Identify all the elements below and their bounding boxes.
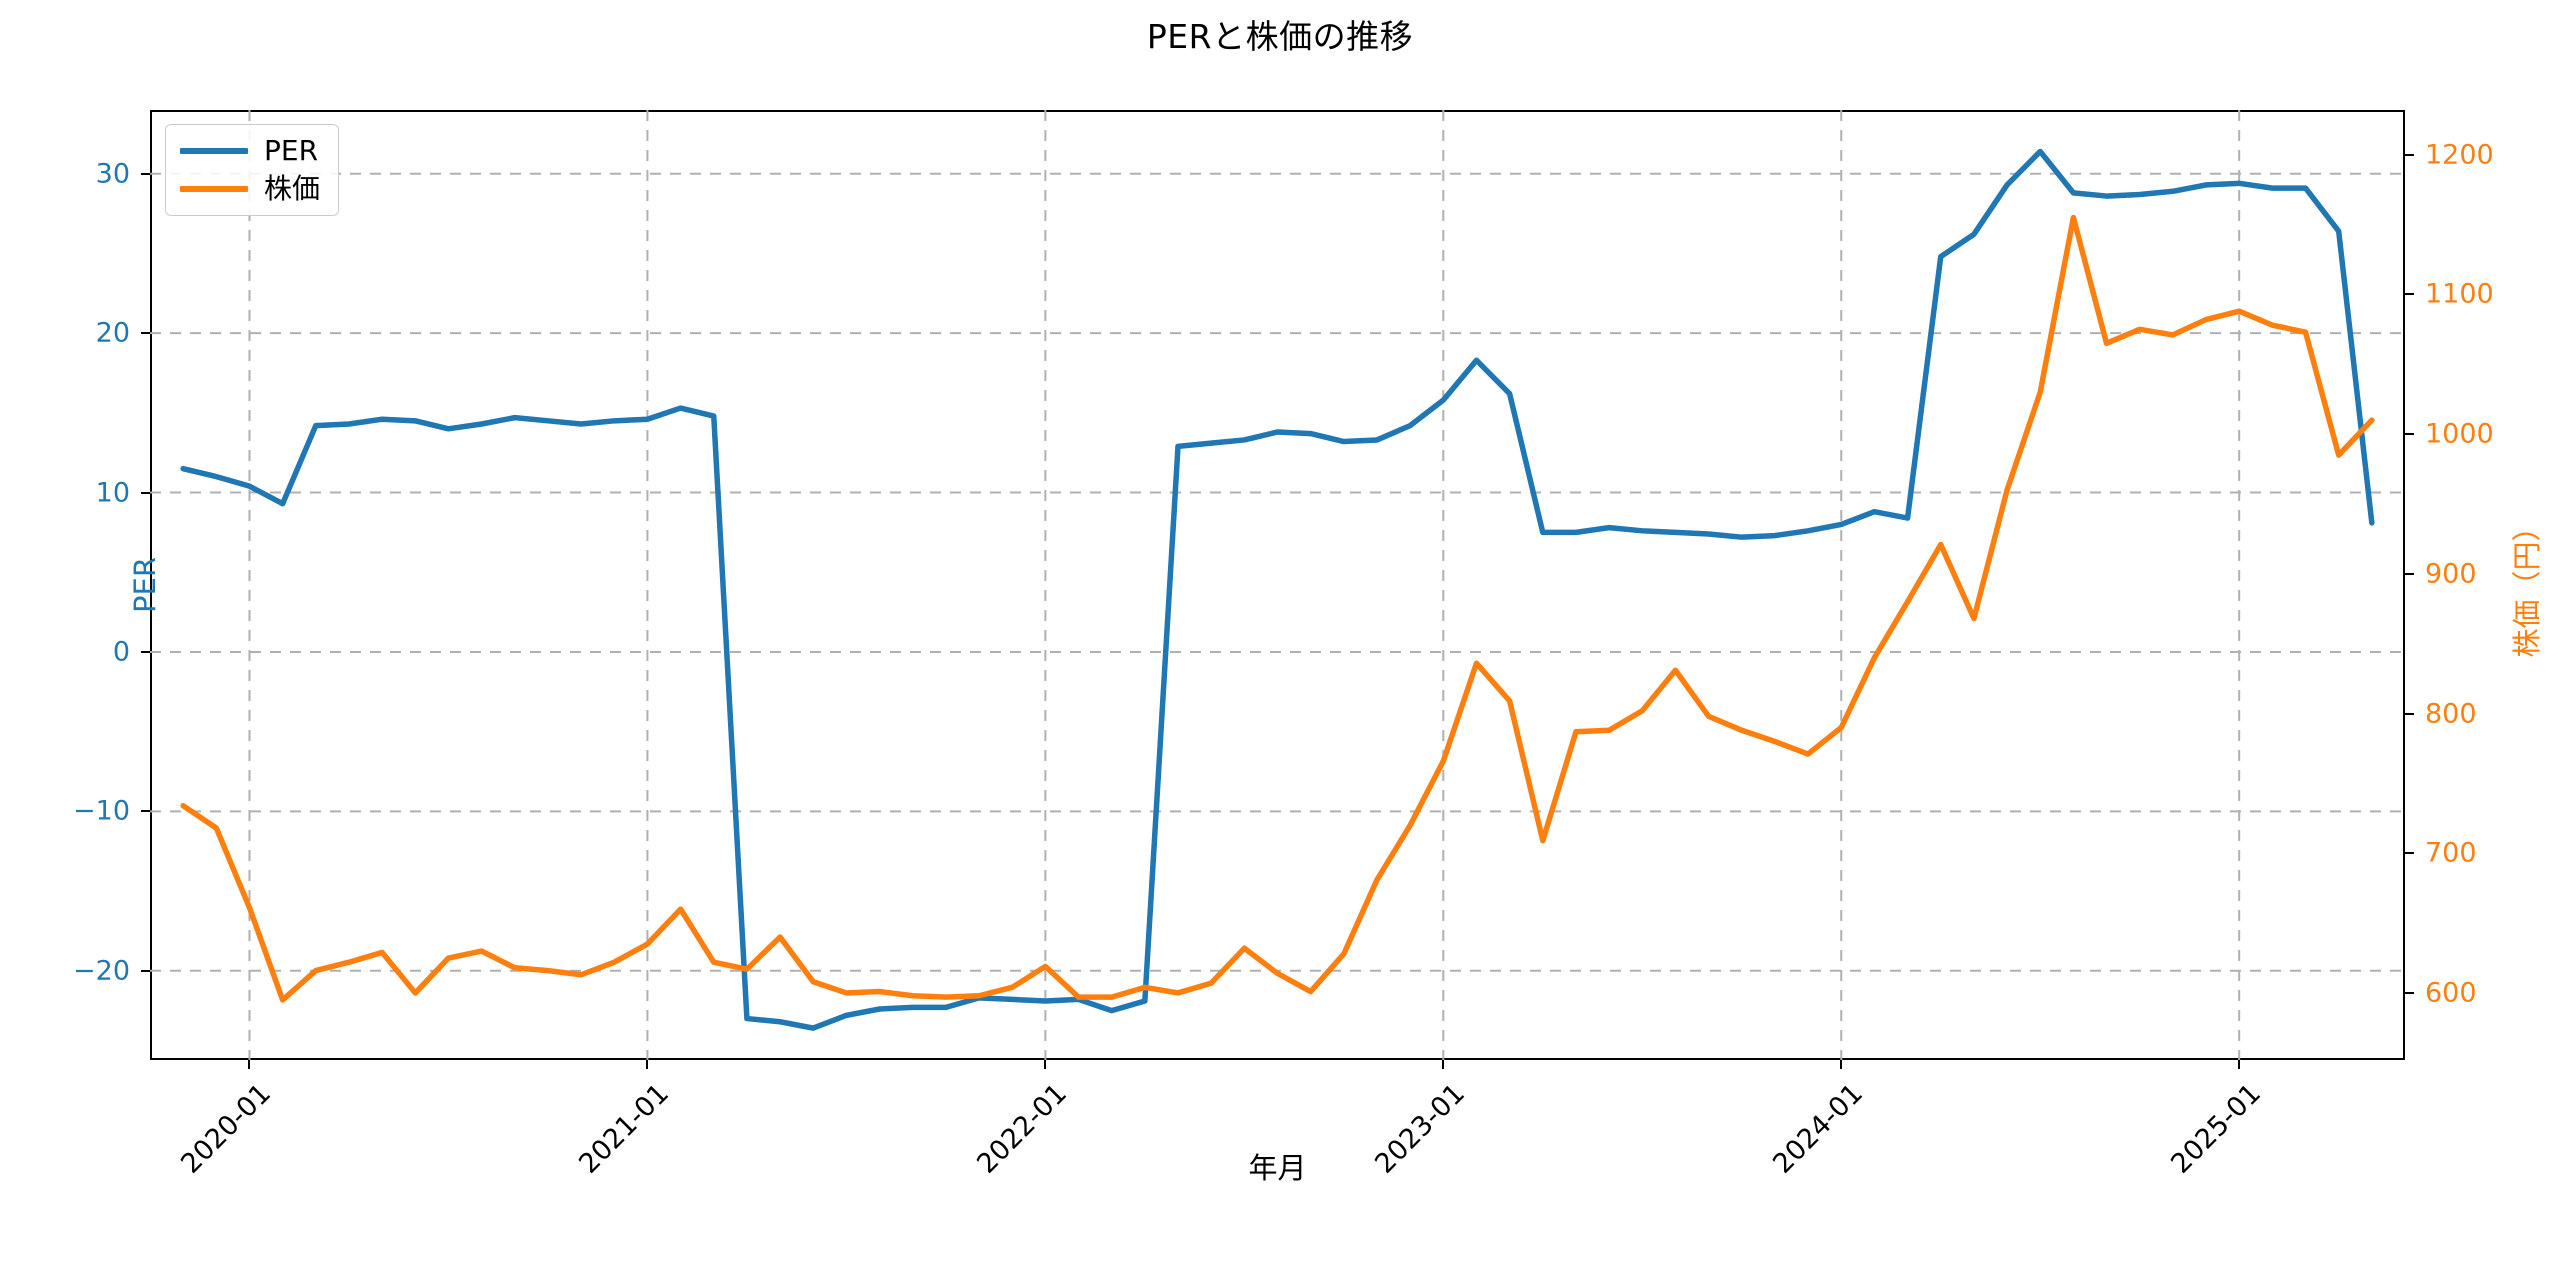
y-axis-left-tick-label: −20 [73, 955, 130, 987]
y-axis-right-tick-mark [2405, 572, 2414, 575]
y-axis-left-tick-label: 0 [112, 636, 130, 668]
y-axis-right-tick-mark [2405, 712, 2414, 715]
y-axis-left-tick-label: 10 [95, 477, 130, 509]
chart-title: PERと株価の推移 [1146, 17, 1414, 56]
y-axis-right-tick-label: 600 [2425, 977, 2477, 1009]
x-axis-tick-mark [2238, 1060, 2241, 1069]
x-axis-tick-mark [248, 1060, 251, 1069]
y-axis-left-tick-mark [141, 650, 150, 653]
y-axis-left-tick-label: 30 [95, 158, 130, 190]
y-axis-left-tick-mark [141, 491, 150, 494]
legend-label: PER [264, 134, 319, 167]
plot-frame [150, 110, 2405, 1060]
y-axis-left-tick-label: −10 [73, 795, 130, 827]
y-axis-right-tick-label: 1100 [2425, 278, 2494, 310]
y-axis-right-tick-mark [2405, 153, 2414, 156]
legend-color-swatch [180, 148, 248, 154]
y-axis-right-tick-label: 1000 [2425, 418, 2494, 450]
x-axis-tick-mark [1840, 1060, 1843, 1069]
y-axis-right-tick-mark [2405, 991, 2414, 994]
series-line-PER [180, 148, 2375, 1031]
series-lines [180, 148, 2375, 1031]
y-axis-right-tick-mark [2405, 293, 2414, 296]
y-axis-right-tick-mark [2405, 433, 2414, 436]
y-axis-left-tick-label: 20 [95, 317, 130, 349]
x-axis-tick-mark [1044, 1060, 1047, 1069]
series-line-株価 [180, 214, 2375, 1003]
x-axis-tick-mark [646, 1060, 649, 1069]
legend-color-swatch [180, 186, 248, 192]
legend-item[interactable]: 株価 [180, 175, 320, 203]
y-axis-right-title: 株価（円） [2510, 512, 2544, 658]
y-axis-left-tick-mark [141, 172, 150, 175]
plot-area: 30 20 10 0 −10 −20 1200 1100 1000 900 800 700 600 2… [73, 110, 2544, 1185]
chart-legend[interactable]: PER 株価 [165, 124, 340, 216]
y-axis-right-tick-mark [2405, 852, 2414, 855]
y-axis-right-tick-label: 800 [2425, 698, 2477, 730]
y-axis-right-tick-label: 1200 [2425, 139, 2494, 171]
x-axis-tick-mark [1442, 1060, 1445, 1069]
legend-label: 株価 [264, 172, 321, 205]
x-axis-title: 年月 [1248, 1151, 1307, 1185]
y-axis-right-tick-label: 900 [2425, 558, 2477, 590]
y-axis-left-tick-mark [141, 332, 150, 335]
y-axis-left-tick-mark [141, 969, 150, 972]
y-axis-left-tick-mark [141, 810, 150, 813]
legend-item[interactable]: PER [180, 137, 320, 165]
y-axis-right-tick-label: 700 [2425, 837, 2477, 869]
y-axis-left-title: PER [128, 557, 162, 613]
